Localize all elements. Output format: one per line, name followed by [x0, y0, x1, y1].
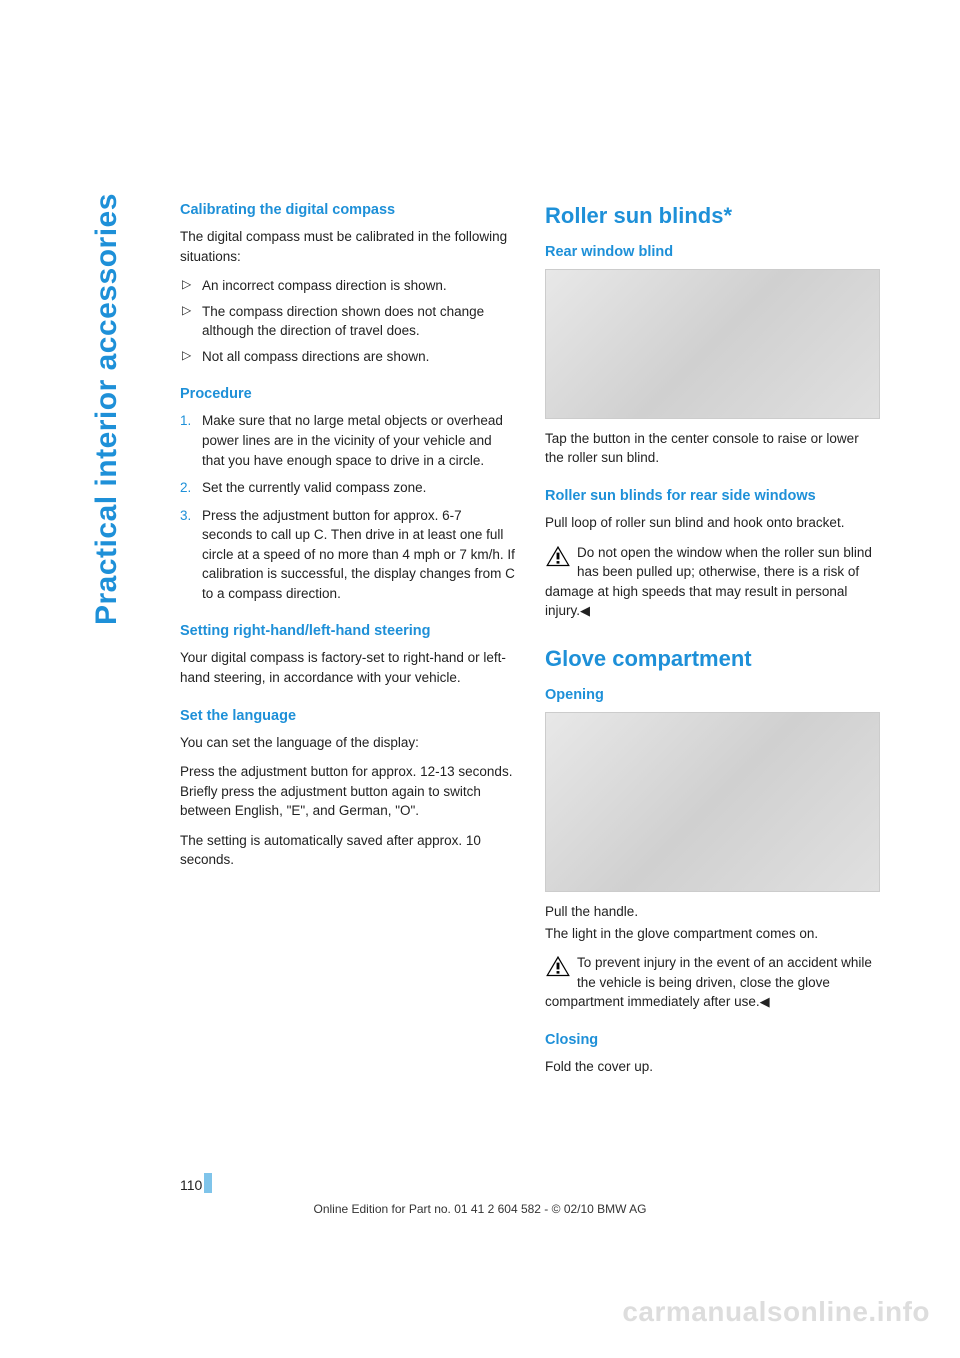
content-columns: Calibrating the digital compass The digi… [180, 200, 880, 1087]
heading-steering: Setting right-hand/left-hand steering [180, 621, 515, 642]
heading-procedure: Procedure [180, 384, 515, 405]
page-number-block: 110 [180, 1173, 212, 1193]
para-closing: Fold the cover up. [545, 1057, 880, 1077]
bullet-list-situations: An incorrect compass direction is shown.… [180, 276, 515, 366]
list-item: 2. Set the currently valid compass zone. [180, 478, 515, 498]
para-language-2: Press the adjustment button for approx. … [180, 762, 515, 821]
para-rear-side: Pull loop of roller sun blind and hook o… [545, 513, 880, 533]
end-mark-icon: ◀ [580, 603, 590, 618]
step-text: Set the currently valid compass zone. [202, 480, 426, 495]
para-rear-window: Tap the button in the center console to … [545, 429, 880, 468]
step-number: 3. [180, 506, 191, 526]
para-open-1: Pull the handle. [545, 902, 880, 922]
para-language-1: You can set the language of the display: [180, 733, 515, 753]
step-text: Make sure that no large metal objects or… [202, 413, 503, 467]
heading-rear-window: Rear window blind [545, 242, 880, 263]
warning-text: To prevent injury in the event of an acc… [545, 955, 872, 1009]
warning-icon [545, 955, 571, 977]
heading-calibrating: Calibrating the digital compass [180, 200, 515, 221]
warning-glove: To prevent injury in the event of an acc… [545, 953, 880, 1012]
warning-roller: Do not open the window when the roller s… [545, 543, 880, 622]
warning-text: Do not open the window when the roller s… [545, 545, 872, 619]
numbered-list-procedure: 1. Make sure that no large metal objects … [180, 411, 515, 603]
step-number: 1. [180, 411, 191, 431]
footer-text: Online Edition for Part no. 01 41 2 604 … [0, 1202, 960, 1216]
heading-language: Set the language [180, 706, 515, 727]
step-number: 2. [180, 478, 191, 498]
para-steering: Your digital compass is factory-set to r… [180, 648, 515, 687]
warning-icon [545, 545, 571, 567]
bullet-item: Not all compass directions are shown. [180, 347, 515, 367]
page-number: 110 [180, 1177, 202, 1193]
heading-closing: Closing [545, 1030, 880, 1051]
bullet-item: An incorrect compass direction is shown. [180, 276, 515, 296]
figure-rear-window-blind [545, 269, 880, 419]
page-marker [204, 1173, 212, 1193]
para-open-2: The light in the glove compartment comes… [545, 924, 880, 944]
list-item: 3. Press the adjustment button for approx… [180, 506, 515, 604]
heading-glove: Glove compartment [545, 643, 880, 675]
list-item: 1. Make sure that no large metal objects … [180, 411, 515, 470]
figure-glove-compartment [545, 712, 880, 892]
heading-roller-blinds: Roller sun blinds* [545, 200, 880, 232]
para-calibrating: The digital compass must be calibrated i… [180, 227, 515, 266]
heading-opening: Opening [545, 685, 880, 706]
section-side-title: Practical interior accessories [90, 193, 124, 625]
para-language-3: The setting is automatically saved after… [180, 831, 515, 870]
watermark: carmanualsonline.info [622, 1296, 930, 1328]
document-page: Practical interior accessories Calibrati… [0, 0, 960, 1358]
bullet-item: The compass direction shown does not cha… [180, 302, 515, 341]
end-mark-icon: ◀ [760, 994, 770, 1009]
right-column: Roller sun blinds* Rear window blind Tap… [545, 200, 880, 1087]
heading-rear-side: Roller sun blinds for rear side windows [545, 486, 880, 507]
step-text: Press the adjustment button for approx. … [202, 508, 515, 601]
left-column: Calibrating the digital compass The digi… [180, 200, 515, 1087]
